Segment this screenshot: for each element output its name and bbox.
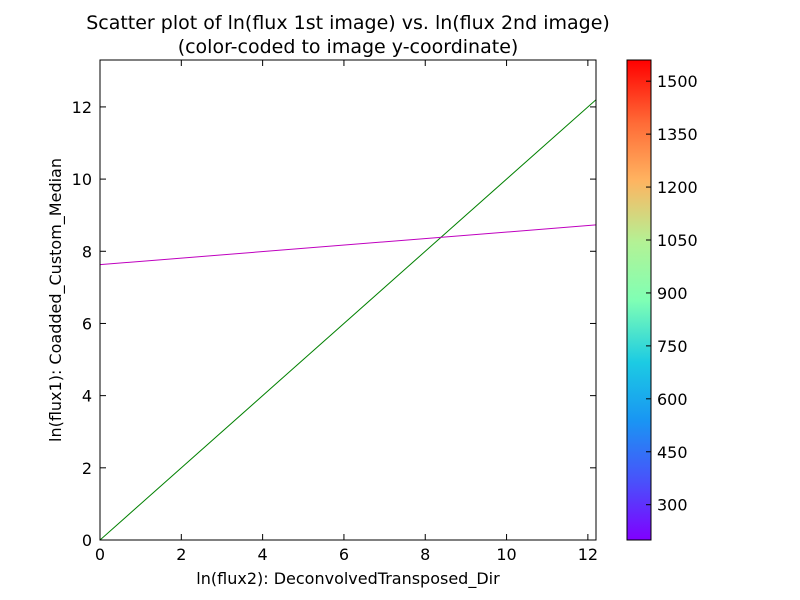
series-line-1 — [100, 99, 596, 540]
colorbar-tick-label: 450 — [657, 443, 688, 462]
plot-area: 0 2 4 6 8 10 12 0 2 4 6 8 10 12 — [72, 59, 598, 564]
colorbar-gradient — [626, 59, 652, 541]
y-axis-label: ln(flux1): Coadded_Custom_Median — [46, 158, 66, 442]
y-tick-label: 0 — [82, 531, 92, 550]
x-tick-label: 10 — [496, 545, 516, 564]
plot-frame — [99, 59, 597, 541]
y-tick-label: 12 — [72, 98, 92, 117]
x-tick-label: 2 — [176, 545, 186, 564]
colorbar-tick-label: 300 — [657, 496, 688, 515]
x-tick-label: 0 — [95, 545, 105, 564]
series-group — [100, 99, 596, 540]
x-axis-label: ln(flux2): DeconvolvedTransposed_Dir — [196, 569, 500, 589]
colorbar-tick-label: 1500 — [657, 72, 698, 91]
colorbar-tick-label: 1350 — [657, 125, 698, 144]
colorbar: 300 450 600 750 900 1050 1200 1350 1500 — [626, 59, 698, 541]
chart-subtitle: (color-coded to image y-coordinate) — [177, 36, 519, 58]
colorbar-tick-label: 750 — [657, 337, 688, 356]
x-tick-label: 6 — [339, 545, 349, 564]
x-tick-label: 4 — [258, 545, 268, 564]
colorbar-tick-label: 900 — [657, 284, 688, 303]
x-tick-label: 8 — [420, 545, 430, 564]
y-tick-label: 8 — [82, 242, 92, 261]
colorbar-tick-label: 1050 — [657, 231, 698, 250]
colorbar-tick-label: 1200 — [657, 178, 698, 197]
series-line-2 — [100, 224, 596, 266]
chart-title: Scatter plot of ln(flux 1st image) vs. l… — [86, 12, 610, 34]
y-tick-label: 10 — [72, 170, 92, 189]
y-tick-label: 4 — [82, 387, 92, 406]
y-tick-label: 2 — [82, 459, 92, 478]
colorbar-tick-label: 600 — [657, 390, 688, 409]
x-tick-label: 12 — [578, 545, 598, 564]
y-tick-label: 6 — [82, 314, 92, 333]
